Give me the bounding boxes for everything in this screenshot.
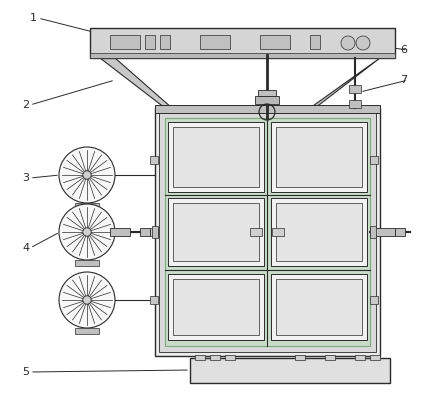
Bar — [150, 156, 158, 164]
Bar — [250, 228, 262, 236]
Bar — [173, 203, 259, 261]
Bar — [90, 53, 395, 58]
Bar — [168, 122, 264, 192]
Circle shape — [83, 171, 91, 179]
Bar — [90, 28, 395, 58]
Bar — [370, 296, 378, 304]
Bar — [155, 105, 380, 113]
Bar — [370, 355, 380, 360]
Text: 3: 3 — [22, 173, 29, 183]
Text: 5: 5 — [22, 367, 29, 377]
Bar — [225, 355, 235, 360]
Bar — [375, 228, 395, 236]
Bar — [395, 228, 405, 236]
Bar — [168, 198, 264, 266]
Bar — [150, 228, 158, 236]
Bar — [195, 355, 205, 360]
Bar — [190, 358, 390, 383]
Bar — [140, 228, 150, 236]
Bar — [272, 228, 284, 236]
Bar — [173, 279, 259, 335]
Text: 6: 6 — [400, 45, 407, 55]
Circle shape — [59, 204, 115, 260]
Bar — [255, 96, 279, 104]
Bar — [271, 198, 367, 266]
Bar — [349, 100, 361, 108]
Circle shape — [83, 296, 91, 304]
Bar — [168, 274, 264, 340]
Bar — [260, 35, 290, 49]
Bar — [276, 127, 362, 187]
Bar — [271, 274, 367, 340]
Bar — [110, 35, 140, 49]
Bar — [145, 35, 155, 49]
Bar — [276, 203, 362, 261]
Circle shape — [356, 36, 370, 50]
Bar — [349, 85, 361, 93]
Bar — [159, 112, 376, 352]
Bar — [150, 296, 158, 304]
Bar — [75, 203, 99, 209]
Bar — [155, 108, 380, 356]
Bar — [271, 122, 367, 192]
Bar — [200, 35, 230, 49]
Bar — [173, 127, 259, 187]
Bar — [310, 35, 320, 49]
Circle shape — [59, 147, 115, 203]
Text: 1: 1 — [30, 13, 37, 23]
Bar — [165, 118, 370, 346]
Circle shape — [59, 272, 115, 328]
Bar — [276, 279, 362, 335]
Text: 4: 4 — [22, 243, 29, 253]
Bar — [152, 226, 158, 238]
Bar — [355, 355, 365, 360]
Bar — [110, 228, 130, 236]
Polygon shape — [100, 58, 172, 108]
Circle shape — [341, 36, 355, 50]
Bar — [258, 90, 276, 96]
Text: 7: 7 — [400, 75, 407, 85]
Bar — [295, 355, 305, 360]
Bar — [370, 156, 378, 164]
Bar — [370, 228, 378, 236]
Text: 2: 2 — [22, 100, 29, 110]
Bar — [370, 226, 376, 238]
Polygon shape — [310, 58, 380, 108]
Bar — [75, 328, 99, 334]
Bar — [160, 35, 170, 49]
Circle shape — [83, 228, 91, 236]
Bar — [210, 355, 220, 360]
Bar — [325, 355, 335, 360]
Bar — [75, 260, 99, 266]
